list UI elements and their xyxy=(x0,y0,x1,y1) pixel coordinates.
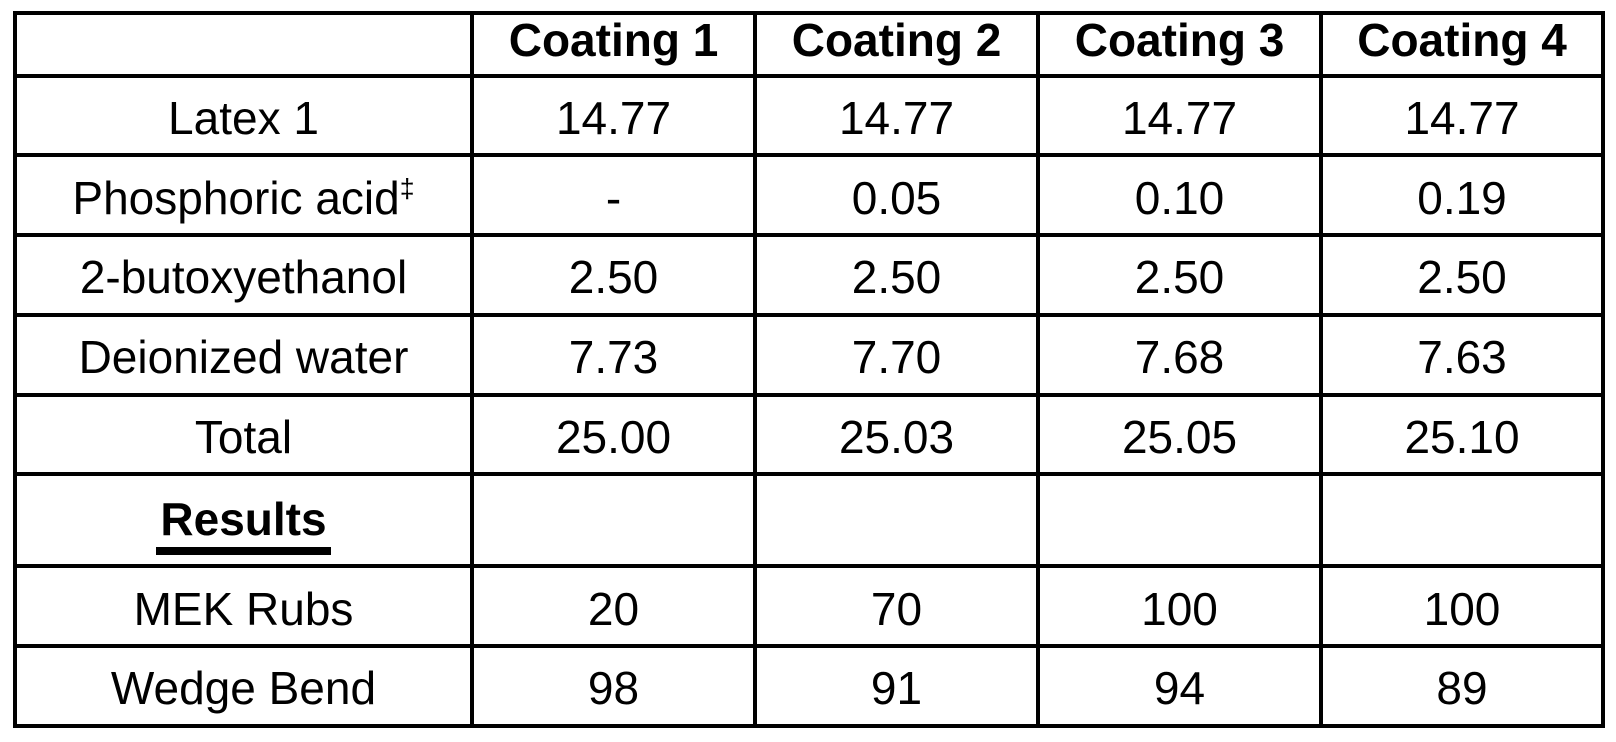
cell-phosphoric-acid-coating-1: - xyxy=(470,153,757,238)
row-label-phosphoric-acid: Phosphoric acid‡ xyxy=(13,153,474,238)
cell-mek-rubs-coating-3: 100 xyxy=(1036,564,1323,649)
header-row: Coating 1 Coating 2 Coating 3 Coating 4 xyxy=(13,11,1605,78)
header-cell-coating-4: Coating 4 xyxy=(1319,11,1605,78)
row-label-text: Wedge Bend xyxy=(110,662,377,715)
results-section-heading: Results xyxy=(156,493,331,556)
row-label-2-butoxyethanol: 2-butoxyethanol xyxy=(13,233,474,317)
cell-deionized-water-coating-4: 7.63 xyxy=(1319,312,1605,397)
table-row-total: Total 25.00 25.03 25.05 25.10 xyxy=(13,392,1605,477)
cell-mek-rubs-coating-1: 20 xyxy=(470,564,757,649)
table-row-latex-1: Latex 1 14.77 14.77 14.77 14.77 xyxy=(13,73,1605,158)
cell-total-coating-3: 25.05 xyxy=(1036,392,1323,477)
cell-phosphoric-acid-coating-4: 0.19 xyxy=(1319,153,1605,238)
table-row-wedge-bend: Wedge Bend 98 91 94 89 xyxy=(13,644,1605,728)
cell-2-butoxyethanol-coating-1: 2.50 xyxy=(470,233,757,317)
cell-phosphoric-acid-coating-2: 0.05 xyxy=(753,153,1040,238)
cell-deionized-water-coating-1: 7.73 xyxy=(470,312,757,397)
coatings-table: Coating 1 Coating 2 Coating 3 Coating 4 … xyxy=(13,11,1605,728)
row-label-text: Deionized water xyxy=(78,331,409,383)
row-label-text: 2-butoxyethanol xyxy=(79,251,408,304)
row-label-results: Results xyxy=(13,472,474,569)
cell-results-coating-3 xyxy=(1036,472,1323,569)
row-label-mek-rubs: MEK Rubs xyxy=(13,564,474,649)
cell-deionized-water-coating-2: 7.70 xyxy=(753,312,1040,397)
header-cell-coating-3: Coating 3 xyxy=(1036,11,1323,78)
cell-wedge-bend-coating-4: 89 xyxy=(1319,644,1605,728)
row-label-text: MEK Rubs xyxy=(133,582,354,635)
cell-total-coating-2: 25.03 xyxy=(753,392,1040,477)
cell-latex-1-coating-3: 14.77 xyxy=(1036,73,1323,158)
row-label-latex-1: Latex 1 xyxy=(13,73,474,158)
row-label-total: Total xyxy=(13,392,474,477)
cell-results-coating-1 xyxy=(470,472,757,569)
cell-2-butoxyethanol-coating-2: 2.50 xyxy=(753,233,1040,317)
cell-results-coating-4 xyxy=(1319,472,1605,569)
cell-2-butoxyethanol-coating-3: 2.50 xyxy=(1036,233,1323,317)
cell-total-coating-4: 25.10 xyxy=(1319,392,1605,477)
double-dagger-footnote-marker: ‡ xyxy=(399,173,415,204)
table-row-phosphoric-acid: Phosphoric acid‡ - 0.05 0.10 0.19 xyxy=(13,153,1605,238)
cell-results-coating-2 xyxy=(753,472,1040,569)
cell-2-butoxyethanol-coating-4: 2.50 xyxy=(1319,233,1605,317)
header-cell-coating-1: Coating 1 xyxy=(470,11,757,78)
table-row-deionized-water: Deionized water 7.73 7.70 7.68 7.63 xyxy=(13,312,1605,397)
header-cell-coating-2: Coating 2 xyxy=(753,11,1040,78)
row-label-text: Phosphoric acid xyxy=(72,171,400,224)
cell-wedge-bend-coating-2: 91 xyxy=(753,644,1040,728)
table-row-mek-rubs: MEK Rubs 20 70 100 100 xyxy=(13,564,1605,649)
table-row-2-butoxyethanol: 2-butoxyethanol 2.50 2.50 2.50 2.50 xyxy=(13,233,1605,317)
cell-mek-rubs-coating-2: 70 xyxy=(753,564,1040,649)
cell-deionized-water-coating-3: 7.68 xyxy=(1036,312,1323,397)
cell-latex-1-coating-2: 14.77 xyxy=(753,73,1040,158)
header-cell-blank xyxy=(13,11,474,78)
cell-wedge-bend-coating-3: 94 xyxy=(1036,644,1323,728)
row-label-text: Latex 1 xyxy=(168,91,319,144)
cell-latex-1-coating-1: 14.77 xyxy=(470,73,757,158)
row-label-wedge-bend: Wedge Bend xyxy=(13,644,474,728)
table-row-results-section: Results xyxy=(13,472,1605,569)
cell-total-coating-1: 25.00 xyxy=(470,392,757,477)
cell-phosphoric-acid-coating-3: 0.10 xyxy=(1036,153,1323,238)
row-label-text: Total xyxy=(194,410,293,463)
row-label-deionized-water: Deionized water xyxy=(13,312,474,397)
cell-latex-1-coating-4: 14.77 xyxy=(1319,73,1605,158)
cell-wedge-bend-coating-1: 98 xyxy=(470,644,757,728)
cell-mek-rubs-coating-4: 100 xyxy=(1319,564,1605,649)
